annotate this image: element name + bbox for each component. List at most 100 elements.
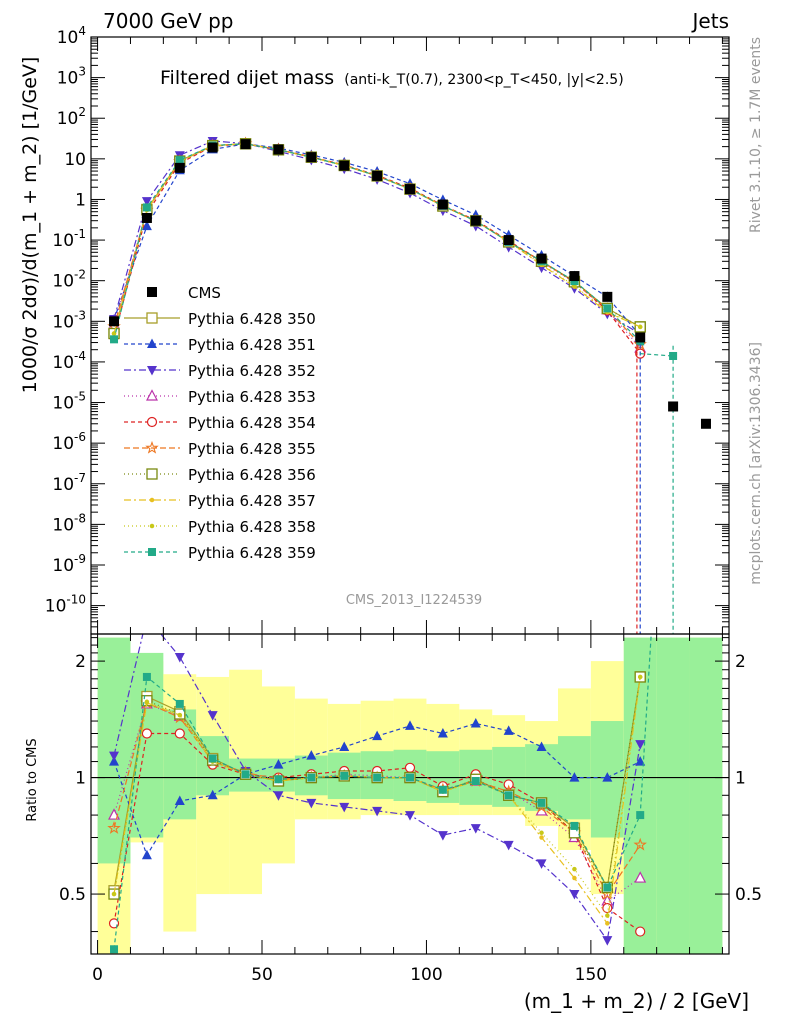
legend-label: Pythia 6.428 354 [188, 414, 316, 432]
legend-label: Pythia 6.428 357 [188, 492, 316, 510]
x-axis-label: (m_1 + m_2) / 2 [GeV] [524, 989, 749, 1013]
mc-series-ratio-marker [570, 821, 579, 830]
cms-data-point [306, 152, 317, 163]
cms-data-point [503, 235, 514, 246]
legend-label: Pythia 6.428 350 [188, 310, 316, 328]
legend-marker [145, 440, 159, 454]
y-tick-label: 103 [57, 65, 86, 89]
mc-series-ratio-marker [110, 945, 119, 954]
mc-series-ratio-marker [142, 672, 151, 681]
header-right: Jets [691, 9, 729, 33]
mc-series-ratio-marker [144, 699, 150, 705]
legend-label: Pythia 6.428 353 [188, 388, 316, 406]
legend-item: Pythia 6.428 356 [124, 466, 316, 484]
mc-series-ratio-marker [174, 728, 185, 739]
x-tick-label: 150 [575, 965, 607, 985]
legend-item: Pythia 6.428 352 [124, 362, 316, 380]
legend-label: Pythia 6.428 355 [188, 440, 316, 458]
cms-data-point [602, 291, 613, 302]
main-title-cuts: (anti-k_T(0.7), 2300<p_T<450, |y|<2.5) [344, 72, 623, 88]
ratio-frame [90, 633, 730, 955]
mc-series-ratio-marker [605, 913, 610, 918]
mc-series-marker [141, 197, 152, 207]
cms-data-point [470, 215, 481, 226]
cms-data-point [109, 316, 120, 327]
y-tick-label: 10-2 [52, 268, 86, 292]
legend-label: Pythia 6.428 359 [188, 544, 316, 562]
legend-item: Pythia 6.428 353 [124, 388, 316, 406]
mc-series-line [113, 143, 641, 337]
legend-marker [149, 497, 155, 503]
legend-label: Pythia 6.428 351 [188, 336, 316, 354]
mc-series-ratio-marker [572, 866, 577, 872]
mc-series-ratio-marker [307, 773, 316, 782]
x-tick-label: 0 [92, 965, 103, 985]
cms-data-point [339, 160, 350, 171]
main-ylabel: 1000/σ 2dσ)/d(m_1 + m_2) [1/GeV] [19, 57, 41, 394]
legend-marker [146, 416, 158, 428]
mc-series-ratio-marker [637, 674, 643, 680]
ratio-tick-label-left: 0.5 [59, 885, 86, 905]
y-tick-label: 10-7 [52, 471, 86, 495]
mc-series-ratio-marker [471, 776, 480, 785]
x-tick-label: 50 [251, 965, 273, 985]
mc-series-ratio-marker [339, 802, 350, 813]
mc-series-ratio-marker [274, 775, 283, 784]
mc-series-line [113, 143, 641, 342]
stat-band-bin [689, 637, 723, 954]
mc-series-ratio-marker [241, 770, 250, 779]
y-tick-label: 10 [64, 150, 86, 170]
legend-item-cms: CMS [147, 284, 221, 302]
mc-series-marker [141, 220, 152, 231]
mc-series-ratio-marker [536, 859, 547, 869]
mc-series-ratio-marker [109, 751, 120, 762]
mc-series-ratio-marker [503, 840, 514, 851]
axes: 0 50 100 15010-1010-910-810-710-610-510-410… [45, 24, 762, 985]
analysis-tag: CMS_2013_I1224539 [346, 593, 482, 608]
mc-series-ratio-marker [174, 652, 185, 663]
cms-data-point [405, 184, 415, 195]
y-tick-label: 1 [75, 190, 86, 210]
mc-series-marker [669, 351, 678, 360]
legend-item: Pythia 6.428 354 [124, 414, 316, 432]
mc-series-ratio-marker [107, 821, 121, 834]
cms-data-point [207, 142, 218, 153]
mc-series-ratio-marker [405, 811, 415, 821]
y-tick-label: 10-6 [52, 430, 86, 454]
mc-series-ratio-marker [635, 926, 646, 937]
mcplots-label: mcplots.cern.ch [arXiv:1306.3436] [748, 342, 764, 585]
mc-series-ratio-marker [503, 725, 514, 735]
mc-series-ratio-marker [175, 699, 184, 708]
ratio-tick-label-left: 2 [75, 652, 86, 672]
mc-series-ratio-marker [437, 831, 448, 841]
stat-band-bin [623, 637, 657, 954]
mc-series-ratio-marker [174, 795, 185, 805]
mc-series-marker [110, 335, 119, 344]
legend-item: Pythia 6.428 351 [124, 336, 316, 354]
cms-data-point [372, 170, 383, 181]
mc-series-ratio-marker [569, 772, 580, 782]
mc-series-ratio-marker [635, 740, 646, 750]
cms-data-point [700, 418, 711, 429]
legend-label: Pythia 6.428 358 [188, 518, 316, 536]
mc-series-ratio-marker [636, 811, 645, 820]
legend-label: Pythia 6.428 356 [188, 466, 316, 484]
legend-item: Pythia 6.428 358 [124, 518, 316, 536]
y-tick-label: 10-5 [52, 390, 86, 414]
ratio-tick-label-right: 0.5 [735, 885, 762, 905]
mc-series-ratio-marker [470, 717, 481, 728]
mc-series-ratio-marker [633, 837, 647, 851]
mc-series-marker [142, 203, 151, 212]
mc-series-line [640, 353, 674, 357]
header-left: 7000 GeV pp [103, 9, 234, 33]
ratio-tick-label-right: 2 [735, 652, 746, 672]
mc-series-ratio-marker [340, 771, 349, 780]
mc-series-marker [637, 324, 643, 330]
mc-series-ratio-line [113, 676, 641, 918]
cms-data [109, 139, 711, 429]
mc-series-ratio-marker [177, 712, 183, 718]
cms-data-point [273, 144, 284, 155]
mc-series-ratio-marker [537, 798, 546, 807]
legend-marker [147, 366, 157, 376]
